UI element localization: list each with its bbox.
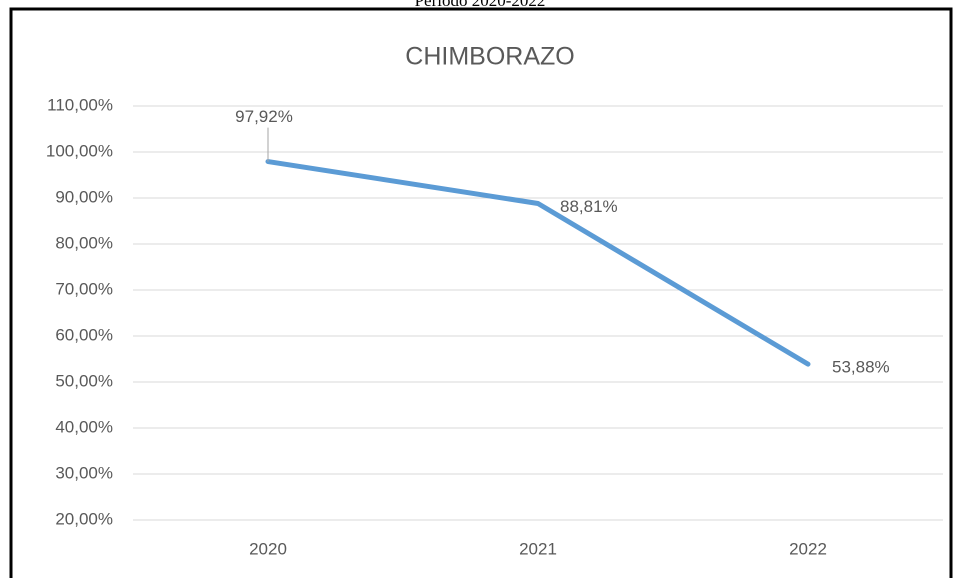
- y-tick-label: 100,00%: [46, 141, 113, 160]
- chart-subtitle: Período 2020-2022: [415, 0, 546, 10]
- y-tick-label: 60,00%: [55, 325, 113, 344]
- x-tick-label: 2020: [249, 539, 287, 558]
- y-tick-label: 110,00%: [47, 95, 113, 114]
- data-label: 97,92%: [235, 107, 293, 126]
- x-tick-label: 2021: [519, 539, 557, 558]
- y-tick-label: 70,00%: [55, 279, 113, 298]
- x-tick-label: 2022: [789, 539, 827, 558]
- data-label: 88,81%: [560, 197, 618, 216]
- y-tick-label: 80,00%: [55, 233, 113, 252]
- y-tick-label: 50,00%: [55, 371, 113, 390]
- chart-border: [9, 7, 953, 578]
- chart-title: CHIMBORAZO: [405, 43, 574, 71]
- line: [265, 159, 811, 367]
- y-tick-label: 40,00%: [55, 417, 113, 436]
- data-label: 53,88%: [832, 358, 890, 377]
- y-tick-label: 90,00%: [55, 187, 113, 206]
- y-tick-label: 30,00%: [55, 463, 113, 482]
- y-tick-label: 20,00%: [55, 509, 113, 528]
